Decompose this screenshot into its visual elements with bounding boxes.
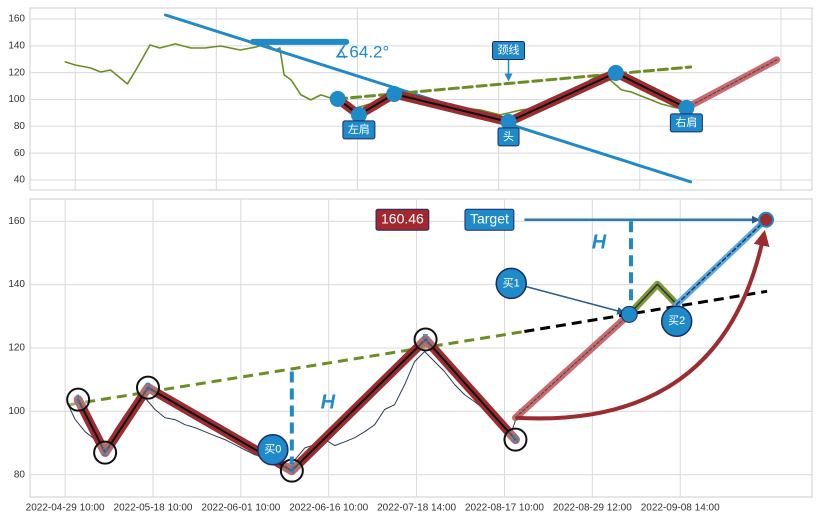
projection-core	[685, 59, 778, 109]
buy-label: 买2	[668, 314, 685, 327]
y-tick-label: 80	[14, 469, 26, 480]
projection-curve	[515, 229, 770, 421]
angle-label: ∡64.2°	[334, 42, 389, 61]
pattern-point	[136, 375, 161, 400]
pattern-label: 头	[503, 130, 514, 143]
pattern-point	[500, 113, 517, 130]
pattern-label: 右肩	[675, 115, 697, 129]
zigzag-core	[628, 283, 678, 316]
x-tick-label: 2022-08-17 10:00	[465, 503, 544, 514]
x-tick-label: 2022-08-29 12:00	[553, 503, 632, 514]
x-tick-label: 2022-09-08 14:00	[641, 503, 720, 514]
pattern-point	[678, 99, 695, 116]
height-label: H	[592, 231, 607, 253]
pattern-label: 3	[145, 380, 152, 394]
x-tick-label: 2022-06-01 10:00	[201, 503, 280, 514]
buy-label: 买0	[264, 443, 281, 456]
y-tick-label: 100	[8, 94, 25, 105]
pattern-point	[350, 106, 367, 123]
target-value-box	[375, 208, 430, 231]
y-tick-label: 120	[8, 67, 25, 78]
pattern-point	[503, 427, 528, 452]
buy-label: 买1	[503, 276, 520, 289]
y-tick-label: 80	[14, 121, 26, 132]
buy-marker	[495, 267, 527, 300]
y-tick-label: 160	[8, 14, 25, 25]
target-point	[758, 211, 775, 228]
pattern-label-box	[342, 120, 376, 140]
neckline-extension	[524, 289, 768, 333]
y-tick-label: 100	[8, 406, 25, 417]
y-tick-label: 140	[8, 279, 25, 290]
x-tick-label: 2022-06-16 10:00	[289, 503, 368, 514]
x-tick-label: 2022-05-18 10:00	[114, 503, 193, 514]
x-tick-label: 2022-04-29 10:00	[26, 503, 105, 514]
height-label: H	[321, 391, 336, 413]
y-tick-label: 40	[14, 175, 26, 186]
pattern-point	[93, 440, 118, 465]
pattern-label: 5	[422, 332, 429, 346]
pattern-core	[77, 338, 517, 472]
buy-marker	[660, 305, 693, 338]
neckline	[69, 330, 525, 407]
target-label: Target	[470, 210, 509, 226]
pattern-point	[66, 387, 91, 412]
target-label-box	[464, 208, 515, 231]
buy-point	[620, 305, 638, 323]
y-tick-label: 160	[8, 216, 25, 227]
y-tick-label: 120	[8, 343, 25, 354]
x-tick-label: 2022-07-18 14:00	[377, 503, 456, 514]
pattern-label: 6	[512, 432, 519, 446]
buy-marker	[257, 434, 289, 466]
pattern-point	[413, 327, 438, 352]
path-up-core	[515, 313, 630, 419]
pattern-point	[386, 85, 403, 102]
path-final-core	[675, 218, 767, 306]
y-tick-label: 140	[8, 40, 25, 51]
target-value: 160.46	[381, 210, 424, 226]
pattern-label: 2	[102, 445, 109, 459]
pattern-point	[607, 64, 624, 81]
pattern-label-box	[669, 113, 703, 133]
pattern-label: 1	[75, 392, 82, 406]
pattern-point	[329, 90, 346, 107]
pattern-label-box	[497, 127, 520, 147]
pattern-label: 左肩	[348, 122, 370, 136]
buy-connector	[525, 285, 626, 315]
pattern-label: 4	[288, 463, 295, 477]
neck-label: 颈线	[498, 42, 520, 56]
neck-label-box	[492, 40, 526, 60]
y-tick-label: 60	[14, 148, 26, 159]
